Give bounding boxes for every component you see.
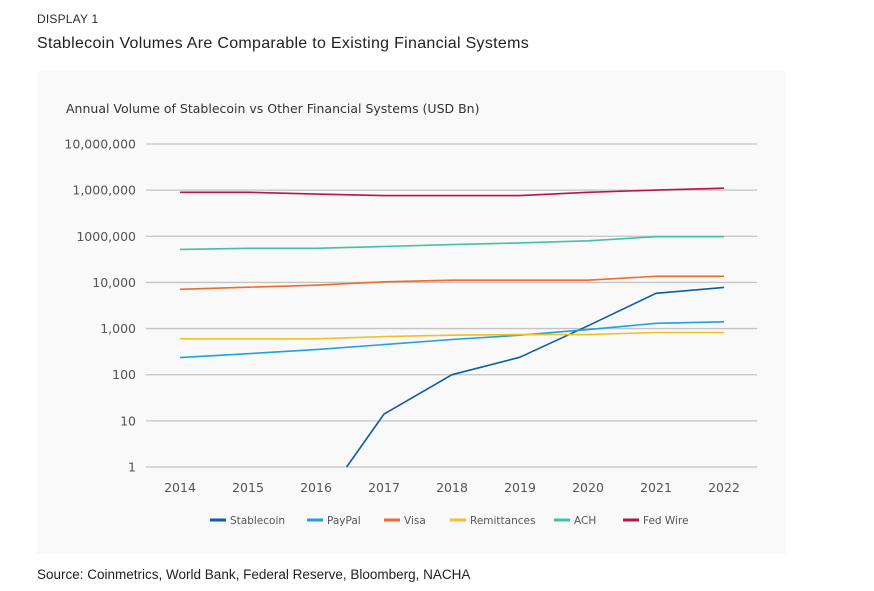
line-chart: Annual Volume of Stablecoin vs Other Fin… xyxy=(64,101,757,527)
y-tick-label: 100 xyxy=(112,367,136,382)
y-tick-label: 10 xyxy=(120,413,136,428)
series-line-fed-wire xyxy=(180,187,725,197)
x-tick-label: 2021 xyxy=(640,480,672,495)
page-title: Stablecoin Volumes Are Comparable to Exi… xyxy=(37,35,530,52)
x-tick-label: 2015 xyxy=(232,480,264,495)
y-tick-label: 10,000 xyxy=(92,275,136,290)
chart-panel: Annual Volume of Stablecoin vs Other Fin… xyxy=(37,71,786,554)
y-tick-label: 10,000,000 xyxy=(64,137,136,152)
y-axis-ticks: 10,000,000 1,000,000 1000,000 10,000 1,000 10… xyxy=(64,137,136,475)
legend-label-paypal: PayPal xyxy=(327,515,361,527)
legend-label-remittances: Remittances xyxy=(470,515,535,527)
legend-label-ach: ACH xyxy=(574,515,596,527)
y-tick-label: 1 xyxy=(128,460,136,475)
y-tick-label: 1,000,000 xyxy=(72,183,136,198)
x-tick-label: 2022 xyxy=(708,480,740,495)
series-line-remittances xyxy=(180,331,724,340)
legend-label-fed-wire: Fed Wire xyxy=(643,515,689,527)
x-tick-label: 2020 xyxy=(572,480,604,495)
legend: Stablecoin PayPal Visa Remittances ACH Fed Wi… xyxy=(210,515,689,527)
y-tick-label: 1000,000 xyxy=(76,229,136,244)
x-tick-label: 2017 xyxy=(368,480,400,495)
chart-title: Annual Volume of Stablecoin vs Other Fin… xyxy=(66,101,479,116)
x-tick-label: 2016 xyxy=(300,480,332,495)
y-tick-label: 1,000 xyxy=(100,321,136,336)
legend-label-visa: Visa xyxy=(404,515,426,527)
series-line-paypal xyxy=(179,321,725,359)
series-line-visa xyxy=(179,275,724,291)
legend-label-stablecoin: Stablecoin xyxy=(230,515,285,527)
series-line-ach xyxy=(179,235,724,251)
series-line-stablecoin xyxy=(345,286,725,468)
x-tick-label: 2014 xyxy=(164,480,196,495)
series-lines xyxy=(179,187,725,468)
display-label: DISPLAY 1 xyxy=(37,12,99,26)
x-axis-ticks: 2014 2015 2016 2017 2018 2019 2020 2021 2022 xyxy=(164,480,740,495)
x-tick-label: 2018 xyxy=(436,480,468,495)
source-note: Source: Coinmetrics, World Bank, Federal… xyxy=(37,567,471,582)
x-tick-label: 2019 xyxy=(504,480,536,495)
